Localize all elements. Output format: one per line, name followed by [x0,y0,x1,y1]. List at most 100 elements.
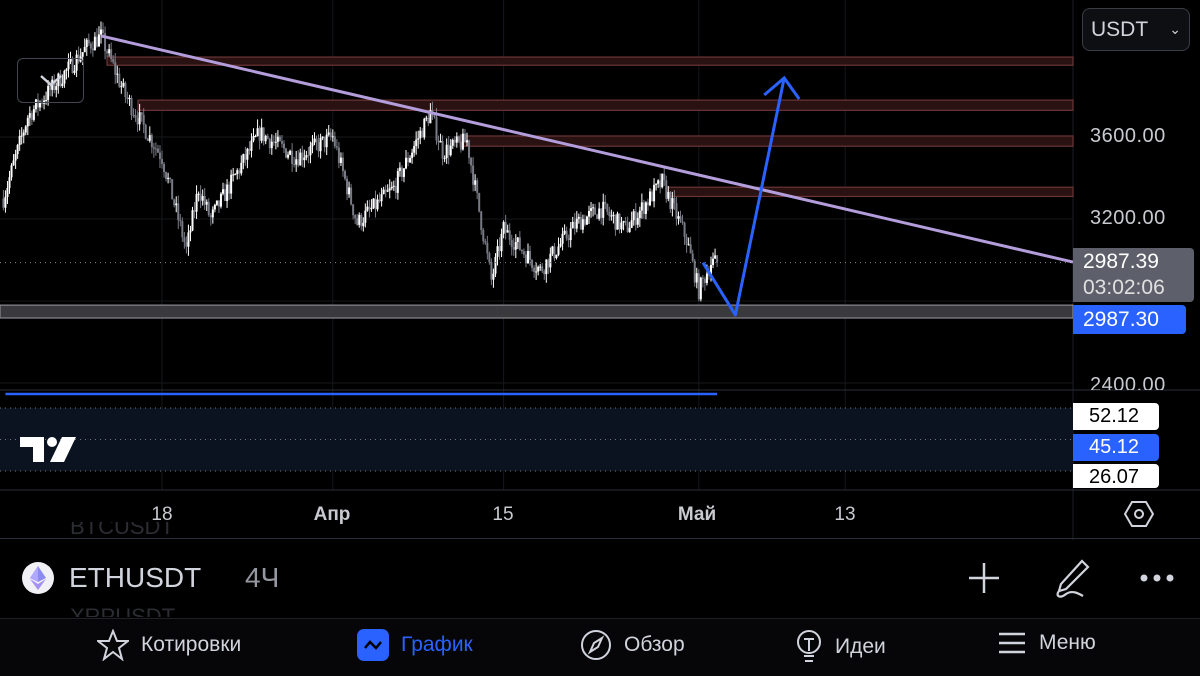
candle-body [606,203,609,212]
more-button[interactable] [1138,558,1176,603]
candle-body [152,147,155,149]
bottom-navigation: Котировки График Обзор Идеи Меню [0,618,1200,676]
currency-selector[interactable]: USDT ⌄ [1082,8,1190,51]
candle-body [402,168,405,177]
candle-body [470,158,473,166]
candle-body [358,214,361,225]
candle-body [620,222,623,230]
resistance-zone [137,99,1074,111]
candle-body [463,133,466,143]
candle-body [354,215,357,219]
candle-body [590,208,593,211]
candle-body [240,162,243,174]
draw-button[interactable] [1052,558,1092,605]
candle-body [195,194,198,212]
candle-body [234,174,237,176]
candle-body [268,138,271,149]
nav-menu[interactable]: Меню [997,629,1096,657]
nav-chart[interactable]: График [357,629,473,661]
candle-body [69,58,72,62]
candle-body [714,255,717,259]
candle-body [270,141,273,149]
candle-body [161,159,163,164]
candle-body [561,233,564,244]
symbol-name[interactable]: ETHUSDT [69,562,202,593]
rsi-upper-tag: 52.12 [1073,403,1159,430]
candle-body [93,36,96,51]
candle-body [297,159,300,166]
candle-body [388,188,391,191]
candle-body [289,150,292,155]
candle-body [95,36,98,47]
candle-body [588,210,590,217]
price-chart[interactable] [0,0,1200,540]
candle-body [626,222,629,233]
candle-body [28,113,31,118]
timeframe-button[interactable]: 4Ч [245,562,280,593]
nav-label: Обзор [624,633,685,656]
candle-body [502,221,505,234]
candle-body [622,221,625,223]
candle-body [366,206,369,211]
candle-body [112,59,115,63]
candle-body [287,154,290,158]
candle-body [518,237,521,250]
candle-body [512,246,515,250]
collapse-indicators-button[interactable] [17,58,84,103]
candle-body [55,86,58,91]
candle-body [325,134,328,148]
candle-body [181,221,184,238]
candle-body [535,271,538,273]
candle-body [175,203,178,206]
candle-body [228,184,231,194]
candle-body [158,152,161,160]
candle-body [516,237,519,243]
candle-body [459,141,462,150]
candle-body [134,115,137,118]
candle-body [683,222,686,238]
candle-body [337,147,340,164]
time-label: Май [677,504,717,525]
candle-body [667,191,670,199]
nav-ideas[interactable]: Идеи [795,629,886,665]
time-label: 13 [834,504,856,525]
candle-body [246,148,249,160]
candle-body [2,198,5,208]
candle-body [57,73,60,87]
chart-settings-button[interactable] [1123,500,1155,533]
candle-body [415,139,418,147]
add-button[interactable] [966,558,1002,603]
candle-body [697,273,700,300]
candle-body [425,117,428,119]
candle-body [75,54,78,71]
candle-body [394,185,397,193]
candle-body [691,253,694,261]
candle-body [510,239,513,247]
candle-body [649,191,651,206]
candle-body [693,260,696,283]
candle-body [547,259,550,268]
candle-body [244,154,247,160]
candle-body [522,251,525,255]
candle-body [671,197,674,209]
candle-body [466,140,468,143]
tradingview-logo [47,437,57,447]
candle-body [492,273,495,280]
nav-quotes[interactable]: Котировки [97,629,241,661]
candle-body [264,135,267,142]
candle-body [285,148,288,158]
last-price-tag: 2987.39 03:02:06 [1073,248,1194,302]
candle-body [376,199,379,210]
candle-body [712,258,715,265]
candle-body [443,158,446,160]
candle-body [529,251,532,260]
rsi-current-tag: 45.12 [1073,434,1159,461]
candle-body [374,198,377,210]
candle-body [577,216,580,219]
candle-body [321,136,324,139]
nav-overview[interactable]: Обзор [580,629,685,661]
candle-body [581,219,584,230]
candle-body [364,210,367,223]
candle-body [384,189,387,192]
candle-body [405,157,407,169]
